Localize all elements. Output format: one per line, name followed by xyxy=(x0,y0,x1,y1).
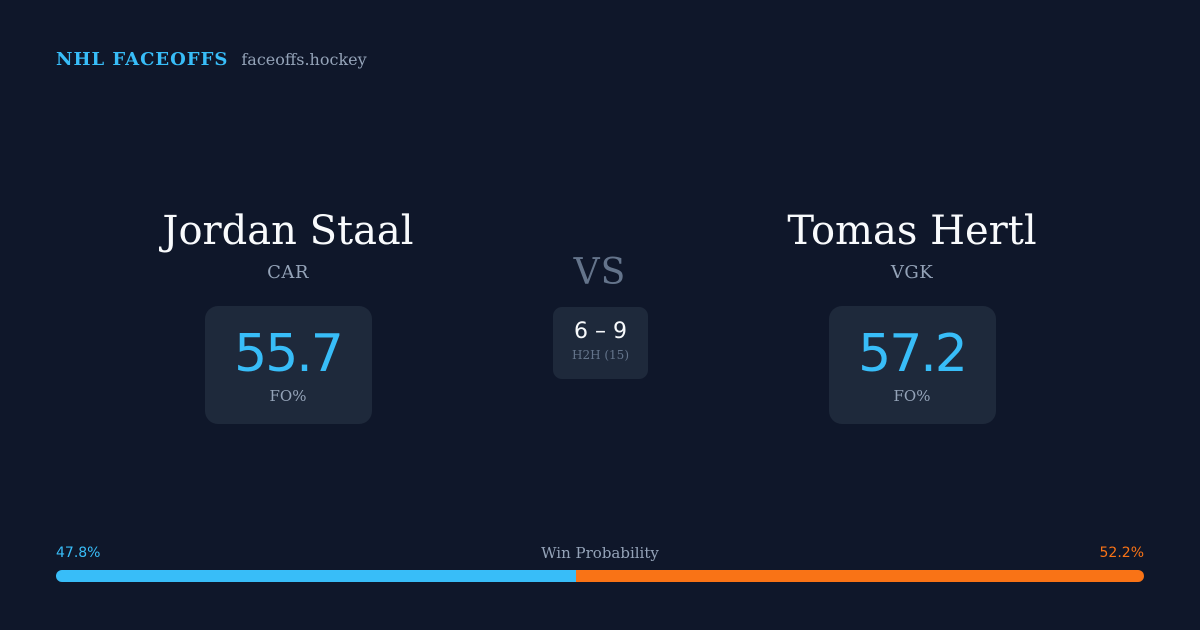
player-name: Jordan Staal xyxy=(162,208,414,254)
brand-header: NHL FACEOFFS faceoffs.hockey xyxy=(56,49,367,73)
player-card-left: Jordan Staal CAR 55.7 FO% xyxy=(78,205,498,424)
head-to-head-label: H2H (15) xyxy=(571,348,629,362)
win-probability-right: 52.2% xyxy=(1099,545,1144,561)
player-team: VGK xyxy=(890,262,934,283)
faceoff-percentage: 57.2 xyxy=(858,324,968,384)
head-to-head-score: 6 – 9 xyxy=(574,319,627,344)
win-probability-fill-left xyxy=(56,570,577,582)
win-probability-bar xyxy=(56,570,1144,582)
faceoff-percentage: 55.7 xyxy=(234,324,344,384)
brand-name: NHL FACEOFFS xyxy=(56,49,229,70)
player-card-right: Tomas Hertl VGK 57.2 FO% xyxy=(702,205,1122,424)
head-to-head-box: 6 – 9 H2H (15) xyxy=(553,307,648,379)
win-probability-left: 47.8% xyxy=(56,545,101,561)
faceoff-stat-box: 55.7 FO% xyxy=(204,306,372,424)
faceoff-label: FO% xyxy=(893,387,931,405)
faceoff-label: FO% xyxy=(269,387,307,405)
win-probability-title: Win Probability xyxy=(541,544,659,562)
brand-domain: faceoffs.hockey xyxy=(241,50,367,69)
player-team: CAR xyxy=(267,262,309,283)
faceoff-stat-box: 57.2 FO% xyxy=(828,306,996,424)
win-probability-fill-right xyxy=(576,570,1144,582)
win-probability-labels: 47.8% Win Probability 52.2% xyxy=(56,543,1144,563)
player-name: Tomas Hertl xyxy=(787,208,1037,254)
versus-label: VS xyxy=(573,252,627,293)
